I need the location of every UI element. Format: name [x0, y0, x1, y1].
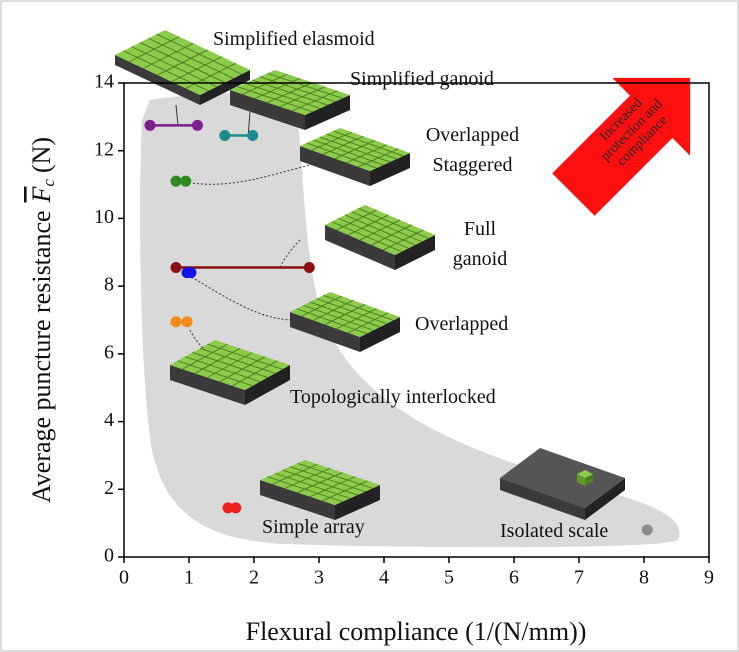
x-tick-label: 8	[639, 567, 649, 589]
data-point	[642, 524, 653, 535]
data-point	[192, 120, 203, 131]
data-point	[171, 316, 182, 327]
chart: 012345678902468101214 Flexural complianc…	[0, 0, 739, 652]
series-label: Simplified ganoid	[350, 64, 494, 94]
y-tick-label: 14	[94, 71, 114, 93]
y-tick-label: 10	[94, 206, 114, 228]
y-tick-label: 0	[104, 545, 114, 567]
data-point	[219, 130, 230, 141]
data-point	[171, 176, 182, 187]
x-tick-label: 5	[444, 567, 454, 589]
x-tick-label: 6	[509, 567, 519, 589]
series-label: Simple array	[262, 512, 365, 542]
y-axis-label-unit: (N)	[27, 137, 56, 173]
y-axis-label-group: Average puncture resistance Fc (N)	[27, 137, 58, 503]
data-point	[171, 262, 182, 273]
x-tick-label: 1	[184, 567, 194, 589]
x-tick-label: 9	[704, 567, 714, 589]
x-tick-label: 7	[574, 567, 584, 589]
data-point	[247, 130, 258, 141]
y-axis-label-symbol: F	[27, 185, 56, 203]
series-label: Topologically interlocked	[290, 382, 496, 412]
series-label: Overlapped	[415, 309, 508, 339]
data-point	[185, 267, 196, 278]
x-tick-label: 3	[314, 567, 324, 589]
series-label: Isolated scale	[500, 516, 608, 546]
series-label: Overlapped Staggered	[410, 120, 535, 180]
data-point	[304, 262, 315, 273]
x-tick-label: 4	[379, 567, 389, 589]
y-tick-label: 8	[104, 274, 114, 296]
y-tick-label: 2	[104, 477, 114, 499]
y-axis-label-text: Average puncture resistance	[27, 210, 56, 503]
y-tick-label: 4	[104, 409, 114, 431]
series-label: Simplified elasmoid	[213, 24, 375, 54]
x-tick-label: 2	[249, 567, 259, 589]
figure: 012345678902468101214 Flexural complianc…	[0, 0, 739, 652]
y-axis-label-subscript: c	[39, 179, 58, 187]
y-axis-label: Average puncture resistance Fc (N)	[27, 137, 58, 503]
data-point	[230, 502, 241, 513]
data-point	[145, 120, 156, 131]
y-tick-label: 6	[104, 341, 114, 363]
x-axis-label: Flexural compliance (1/(N/mm))	[246, 617, 587, 646]
x-tick-label: 0	[119, 567, 129, 589]
series-label: Full ganoid	[450, 214, 510, 274]
data-point	[180, 176, 191, 187]
y-tick-label: 12	[94, 138, 114, 160]
data-point	[182, 316, 193, 327]
